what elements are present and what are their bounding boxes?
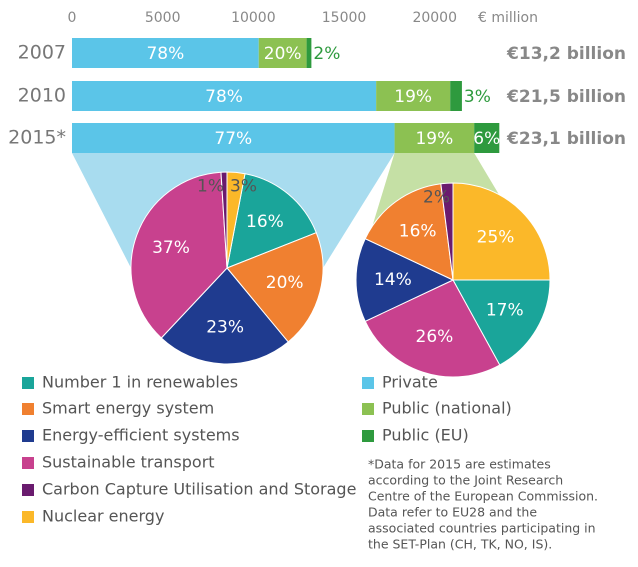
bar-segment — [72, 123, 395, 153]
pie-slice — [440, 182, 454, 281]
x-tick-label: 0 — [68, 10, 77, 26]
legend-swatch — [22, 511, 34, 523]
footnote: Data refer to EU28 and the — [368, 505, 537, 520]
pie-label: 37% — [152, 238, 190, 258]
bar-segment — [72, 38, 259, 68]
legend-swatch — [22, 377, 34, 389]
legend-swatch — [22, 430, 34, 442]
pie-label: 2% — [423, 188, 450, 208]
bar-segment — [474, 123, 500, 153]
bar-segment — [306, 38, 312, 68]
x-tick-label: 10000 — [231, 10, 276, 26]
legend-label: Public (EU) — [382, 426, 469, 445]
x-tick-label: 20000 — [412, 10, 457, 26]
legend-swatch — [362, 403, 374, 415]
x-tick-label: 15000 — [322, 10, 367, 26]
legend-label: Energy-efficient systems — [42, 426, 240, 445]
total-label: €21,5 billion — [506, 87, 626, 107]
legend-label: Private — [382, 373, 438, 392]
legend-swatch — [362, 377, 374, 389]
legend-label: Carbon Capture Utilisation and Storage — [42, 480, 356, 499]
value-label: 78% — [146, 44, 184, 64]
pie-label: 14% — [374, 270, 412, 290]
pie-slice — [355, 238, 455, 322]
legend-swatch — [22, 484, 34, 496]
pie-label: 17% — [486, 301, 524, 321]
legend-label: Sustainable transport — [42, 453, 215, 472]
pie-slice — [226, 232, 324, 343]
value-label: 20% — [264, 44, 302, 64]
y-tick-label: 2007 — [18, 42, 66, 64]
footnote: according to the Joint Research — [368, 473, 563, 488]
legend-label: Nuclear energy — [42, 507, 164, 526]
pie-slice — [452, 182, 551, 281]
legend-swatch — [22, 457, 34, 469]
pie-slice — [364, 279, 501, 378]
value-label: 77% — [214, 129, 252, 149]
pie-slice — [160, 267, 289, 365]
value-label: 78% — [205, 87, 243, 107]
bar-segment — [72, 81, 377, 111]
y-tick-label: 2010 — [18, 85, 66, 107]
bar-segment — [258, 38, 307, 68]
pie-slice — [364, 183, 454, 281]
bar-segment — [394, 123, 475, 153]
pie-slice — [130, 171, 228, 339]
value-label: 19% — [394, 87, 432, 107]
total-label: €23,1 billion — [506, 129, 626, 149]
pie-label: 3% — [230, 176, 257, 196]
pie-label: 23% — [206, 317, 244, 337]
pie-slice — [226, 171, 246, 269]
footnote: the SET-Plan (CH, TK, NO, IS). — [368, 537, 552, 552]
x-axis-label: € million — [478, 10, 538, 26]
pie-label: 1% — [197, 176, 224, 196]
x-tick-label: 5000 — [145, 10, 181, 26]
legend-swatch — [22, 403, 34, 415]
pie-label: 26% — [416, 327, 454, 347]
pie-label: 20% — [266, 273, 304, 293]
value-label: 19% — [415, 129, 453, 149]
legend-swatch — [362, 430, 374, 442]
total-label: €13,2 billion — [506, 44, 626, 64]
pie-label: 16% — [246, 212, 284, 232]
footnote: *Data for 2015 are estimates — [368, 457, 551, 472]
bar-segment — [376, 81, 451, 111]
y-tick-label: 2015* — [8, 127, 66, 149]
value-label: 3% — [464, 87, 491, 107]
footnote: Centre of the European Commission. — [368, 489, 598, 504]
bar-segment — [450, 81, 462, 111]
pie-label: 16% — [399, 221, 437, 241]
legend-label: Smart energy system — [42, 399, 214, 418]
pie-slice — [226, 173, 317, 269]
legend-label: Public (national) — [382, 399, 512, 418]
legend-label: Number 1 in renewables — [42, 373, 238, 392]
value-label: 2% — [313, 44, 340, 64]
pie-slice — [452, 279, 551, 366]
pie-label: 25% — [477, 227, 515, 247]
footnote: associated countries participating in — [368, 521, 596, 536]
value-label: 6% — [473, 129, 500, 149]
